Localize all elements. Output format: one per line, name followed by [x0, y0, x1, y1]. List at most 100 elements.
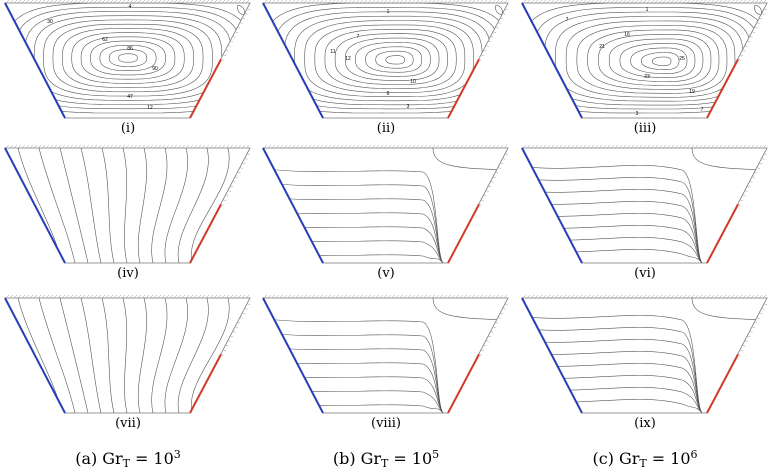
hatch	[133, 144, 138, 149]
contour-line	[151, 298, 168, 413]
hatch	[502, 308, 506, 310]
hot-wall	[447, 203, 480, 264]
hatch	[197, 294, 202, 299]
hatch	[674, 294, 679, 299]
hatch	[758, 0, 763, 4]
hatch	[638, 144, 643, 149]
hatch	[666, 0, 671, 4]
hatch	[379, 144, 384, 149]
hatch	[475, 0, 480, 4]
hatch	[463, 0, 468, 4]
hatch	[742, 194, 746, 197]
hatch	[502, 13, 506, 15]
hatch	[423, 294, 428, 299]
hatch	[471, 144, 476, 149]
hatch	[630, 144, 635, 149]
contour-line	[199, 378, 226, 413]
contour-line	[43, 19, 213, 97]
contour-line	[52, 23, 204, 93]
contour-label: 90	[152, 66, 158, 72]
hatch	[754, 26, 758, 29]
hatch	[490, 36, 494, 38]
cavity-outline	[262, 147, 509, 264]
hatch	[25, 0, 30, 4]
hatch	[658, 0, 663, 4]
contour-label: 12	[345, 56, 351, 62]
hatch	[562, 144, 567, 149]
hatch	[754, 294, 759, 299]
hatch	[722, 0, 727, 4]
hatch	[371, 0, 376, 4]
hatch	[739, 349, 744, 351]
hatch	[407, 294, 412, 299]
hatch	[734, 294, 739, 299]
hatch	[534, 144, 539, 149]
hatch	[105, 144, 110, 149]
hatch	[399, 0, 404, 4]
hatch	[237, 0, 242, 4]
hatch	[504, 8, 509, 10]
hatch	[169, 0, 174, 4]
hatch	[9, 0, 14, 4]
hatch	[367, 144, 372, 149]
contour-line	[385, 55, 405, 65]
hatch	[61, 294, 66, 299]
hatch	[222, 349, 227, 351]
hatch	[97, 144, 102, 149]
contours	[263, 298, 508, 413]
hatch	[756, 167, 760, 169]
hatch	[173, 294, 178, 299]
hatch	[590, 144, 595, 149]
hatch	[499, 0, 504, 4]
hatch	[502, 158, 506, 160]
hatch	[375, 144, 380, 149]
cold-wall	[262, 297, 324, 414]
hatch	[311, 294, 316, 299]
hatch	[570, 0, 575, 4]
hatch	[77, 294, 82, 299]
contours	[522, 298, 767, 413]
hatch	[189, 294, 194, 299]
hatch	[213, 0, 218, 4]
contour-label: 62	[102, 37, 108, 43]
hatch	[415, 0, 420, 4]
caption-base: 10	[153, 449, 173, 468]
hatch	[113, 144, 118, 149]
hatch	[730, 294, 735, 299]
hatch	[742, 294, 747, 299]
hatch	[662, 0, 667, 4]
hatch	[33, 144, 38, 149]
hatch	[702, 294, 707, 299]
hatch	[744, 190, 748, 192]
cold-wall	[262, 147, 324, 264]
hatch	[751, 326, 756, 328]
hatch	[351, 144, 356, 149]
hatch	[467, 0, 472, 4]
hatch	[193, 144, 198, 149]
hatch	[730, 0, 735, 4]
contour-line	[432, 298, 508, 321]
panel-label: (viii)	[371, 416, 401, 431]
contour-line	[122, 148, 128, 263]
hatch	[626, 0, 631, 4]
hatch	[463, 144, 468, 149]
hatch	[93, 294, 98, 299]
hatch	[93, 0, 98, 4]
hatch	[53, 144, 58, 149]
hatch	[427, 294, 432, 299]
hatch	[759, 312, 763, 315]
hatch	[13, 294, 18, 299]
hatch	[742, 144, 747, 149]
panel: (viii)	[262, 294, 509, 431]
hatch	[283, 144, 288, 149]
hatch	[403, 294, 408, 299]
contour-label: 7	[566, 17, 569, 23]
hatch	[758, 294, 763, 299]
hatch	[383, 294, 388, 299]
contour-line	[263, 331, 444, 413]
hatch	[227, 190, 231, 192]
hatch	[387, 294, 392, 299]
contour-line	[263, 195, 444, 263]
hatch	[582, 144, 587, 149]
hatch	[626, 294, 631, 299]
